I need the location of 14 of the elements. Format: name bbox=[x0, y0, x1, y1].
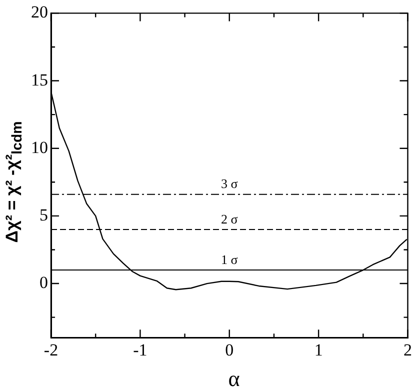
x-axis-title: α bbox=[228, 366, 240, 390]
x-tick-label: -1 bbox=[133, 340, 148, 360]
x-tick-label: 0 bbox=[225, 340, 234, 360]
ref-line-label: 3 σ bbox=[220, 176, 238, 192]
ref-line-label: 2 σ bbox=[220, 211, 238, 226]
y-tick-label: 0 bbox=[40, 273, 48, 292]
x-tick-label: 2 bbox=[404, 340, 412, 360]
y-tick-label: 20 bbox=[31, 2, 48, 22]
y-tick-label: 5 bbox=[40, 205, 48, 224]
x-tick-label: 1 bbox=[314, 340, 323, 360]
ref-line-label: 1 σ bbox=[220, 252, 238, 267]
x-tick-label: -2 bbox=[44, 340, 58, 360]
y-tick-label: 15 bbox=[31, 70, 48, 90]
y-tick-label: 10 bbox=[31, 138, 48, 157]
